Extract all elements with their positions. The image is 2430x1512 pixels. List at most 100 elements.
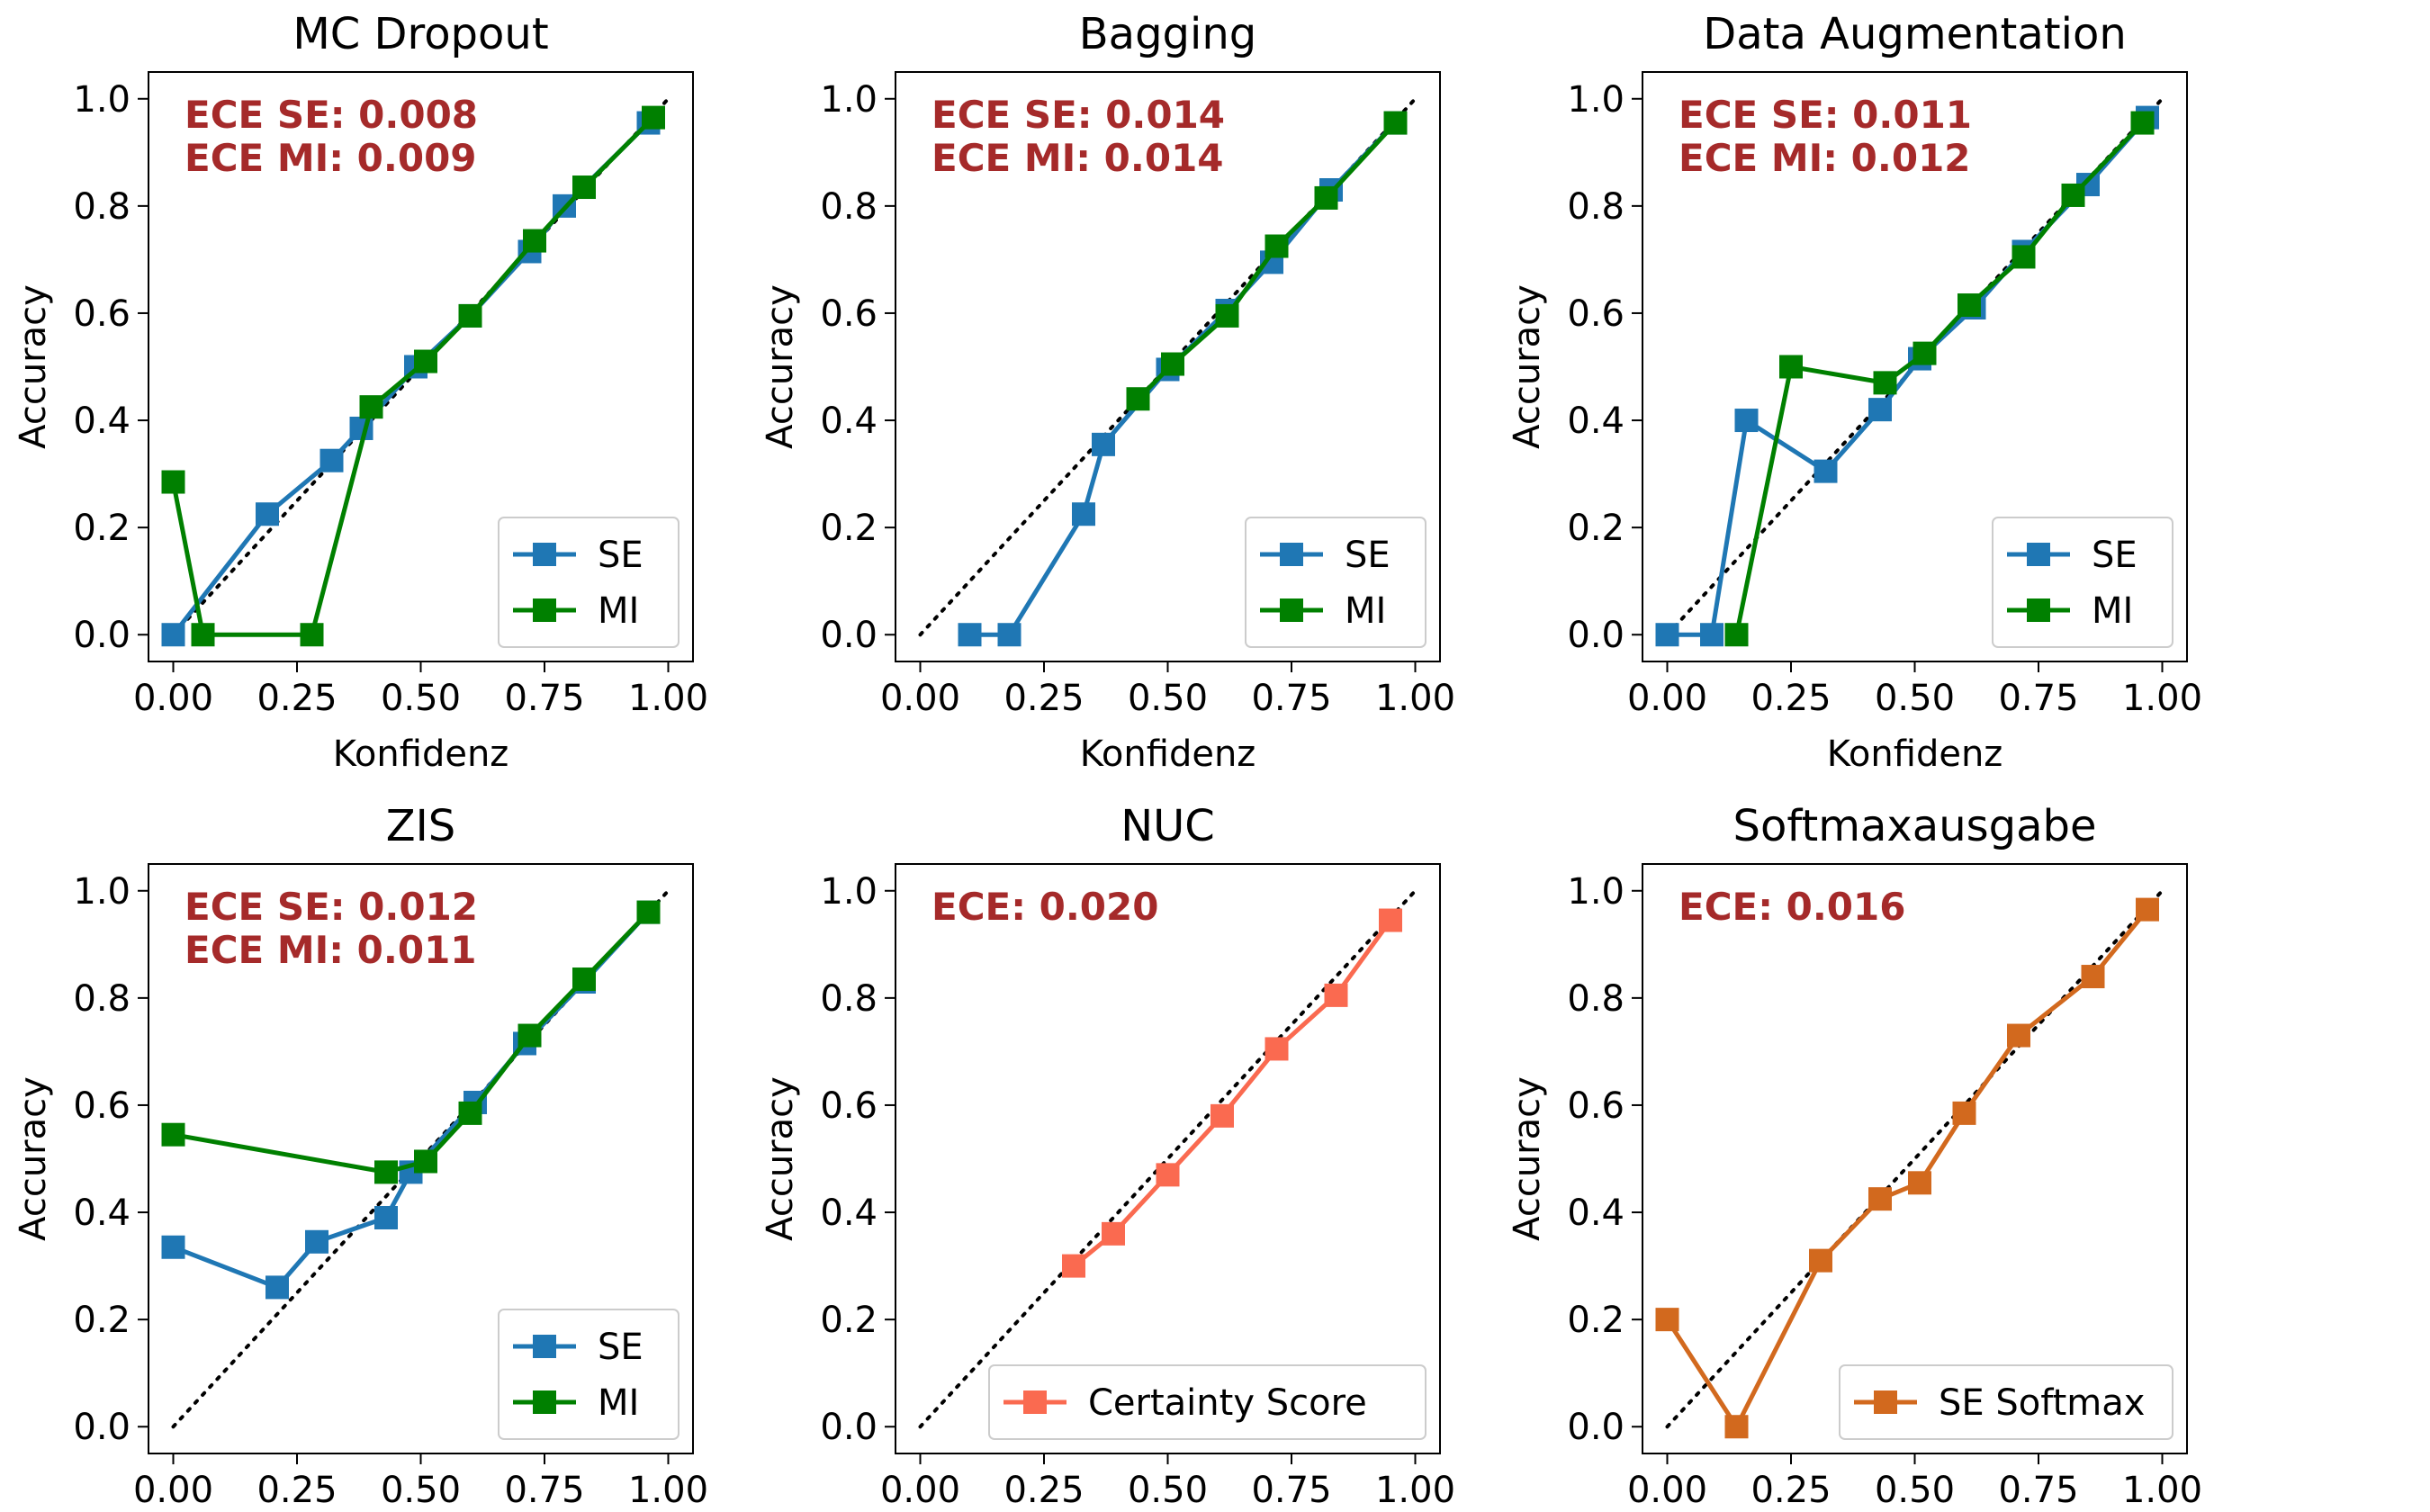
- data-point: [1156, 1163, 1180, 1187]
- data-point: [161, 1235, 185, 1259]
- legend-label: MI: [598, 590, 639, 632]
- legend-swatch-marker: [1280, 543, 1303, 566]
- x-tick-label: 0.00: [1627, 1470, 1707, 1511]
- data-point: [374, 1160, 398, 1184]
- y-tick-label: 0.0: [73, 615, 130, 656]
- x-tick-label: 0.75: [1251, 1470, 1331, 1511]
- data-point: [642, 105, 665, 130]
- series-certainty-score: [1062, 908, 1402, 1278]
- data-point: [1324, 983, 1348, 1007]
- data-point: [1215, 303, 1239, 328]
- ece-annotation: ECE MI: 0.014: [932, 136, 1224, 180]
- legend-box: [1839, 1364, 2174, 1440]
- data-point: [1126, 387, 1150, 411]
- x-tick-label: 1.00: [628, 678, 708, 719]
- y-axis-label: Accuracy: [760, 284, 801, 449]
- ece-annotation: ECE SE: 0.011: [1678, 93, 1972, 137]
- data-point: [414, 1149, 437, 1174]
- data-point: [1655, 1308, 1679, 1332]
- x-tick-label: 0.75: [1251, 678, 1331, 719]
- legend-swatch-marker: [1023, 1390, 1047, 1414]
- data-point: [636, 900, 661, 924]
- x-axis-label: Konfidenz: [1827, 734, 2003, 775]
- series-line: [1665, 908, 2149, 1429]
- plot-frame: [895, 71, 1441, 662]
- x-tick-label: 0.75: [504, 1470, 584, 1511]
- y-tick-label: 0.0: [73, 1407, 130, 1448]
- ece-annotation: ECE MI: 0.012: [1678, 136, 1971, 180]
- data-point: [1210, 1103, 1234, 1128]
- legend-box: [1245, 517, 1426, 648]
- x-tick-label: 0.50: [381, 678, 461, 719]
- data-point: [1161, 352, 1184, 376]
- chart-title: Data Augmentation: [1703, 9, 2126, 59]
- x-tick-label: 0.25: [1750, 1470, 1831, 1511]
- legend-label: SE: [598, 535, 644, 576]
- legend-label: SE Softmax: [1939, 1382, 2145, 1424]
- data-point: [1809, 1248, 1832, 1273]
- y-tick-label: 0.0: [820, 615, 878, 656]
- data-point: [256, 502, 279, 526]
- series-se-softmax: [1655, 897, 2159, 1439]
- x-axis-label: Konfidenz: [1080, 734, 1256, 775]
- y-tick-label: 0.2: [1567, 1300, 1624, 1341]
- data-point: [523, 229, 546, 253]
- data-point: [1314, 185, 1338, 210]
- data-point: [1264, 234, 1289, 258]
- legend-label: SE: [1345, 535, 1390, 576]
- data-point: [1072, 502, 1095, 526]
- subplot-1: MC Dropout 0.00 0.25 0.50 0.75 1.00 0.0 0.2 0.4 0…: [13, 9, 708, 775]
- subplot-6: Softmaxausgabe 0.00 0.25 0.50 0.75 1.00 0.0 0.2…: [1507, 801, 2202, 1511]
- y-tick-label: 1.0: [820, 871, 878, 913]
- data-point: [1814, 459, 1838, 483]
- series-line: [1072, 919, 1393, 1268]
- data-point: [572, 176, 596, 200]
- x-tick-label: 0.50: [381, 1470, 461, 1511]
- data-point: [320, 448, 344, 472]
- data-point: [1912, 341, 1937, 365]
- data-point: [2061, 183, 2085, 207]
- legend: SE MI: [1992, 517, 2174, 648]
- data-point: [1062, 1254, 1085, 1278]
- data-point: [1264, 1037, 1289, 1061]
- ece-annotation: ECE SE: 0.014: [932, 93, 1225, 137]
- data-point: [161, 1122, 185, 1147]
- legend-swatch-marker: [533, 543, 556, 566]
- data-point: [305, 1229, 328, 1254]
- plot-frame: [1642, 71, 2188, 662]
- chart-title: MC Dropout: [292, 9, 548, 59]
- data-point: [1734, 409, 1759, 433]
- data-point: [191, 623, 215, 647]
- data-point: [958, 623, 982, 647]
- series-mi: [1724, 111, 2155, 647]
- x-tick-label: 0.00: [133, 1470, 213, 1511]
- data-point: [1779, 355, 1803, 379]
- x-tick-label: 1.00: [1375, 678, 1455, 719]
- y-axis-label: Accuracy: [1507, 1076, 1548, 1241]
- data-point: [1868, 1187, 1892, 1211]
- data-point: [359, 395, 383, 419]
- data-point: [1868, 398, 1892, 422]
- subplot-4: ZIS 0.00 0.25 0.50 0.75 1.00 0.0 0.2 0.4 0.6 0.8 1.…: [13, 801, 708, 1511]
- x-tick-label: 1.00: [2122, 678, 2202, 719]
- ece-annotation: ECE MI: 0.009: [184, 136, 477, 180]
- y-tick-label: 0.8: [73, 978, 130, 1020]
- subplot-2: Bagging 0.00 0.25 0.50 0.75 1.00 0.0 0.2 0.4 0.6 0…: [760, 9, 1455, 775]
- data-point: [1102, 1221, 1125, 1246]
- plot-frame: [148, 863, 694, 1454]
- data-point: [300, 623, 324, 647]
- legend-swatch-marker: [533, 598, 556, 622]
- x-tick-label: 0.00: [133, 678, 213, 719]
- series-mi: [161, 900, 661, 1184]
- legend-label: SE: [2092, 535, 2138, 576]
- y-tick-label: 0.6: [1567, 293, 1624, 335]
- legend-swatch-marker: [1874, 1390, 1897, 1414]
- data-point: [1655, 623, 1679, 647]
- y-tick-label: 1.0: [820, 79, 878, 121]
- perfect-calibration-line: [918, 888, 1418, 1429]
- y-tick-label: 0.6: [820, 293, 878, 335]
- data-point: [2136, 897, 2159, 922]
- legend-label: SE: [598, 1327, 644, 1368]
- data-point: [1908, 1171, 1931, 1195]
